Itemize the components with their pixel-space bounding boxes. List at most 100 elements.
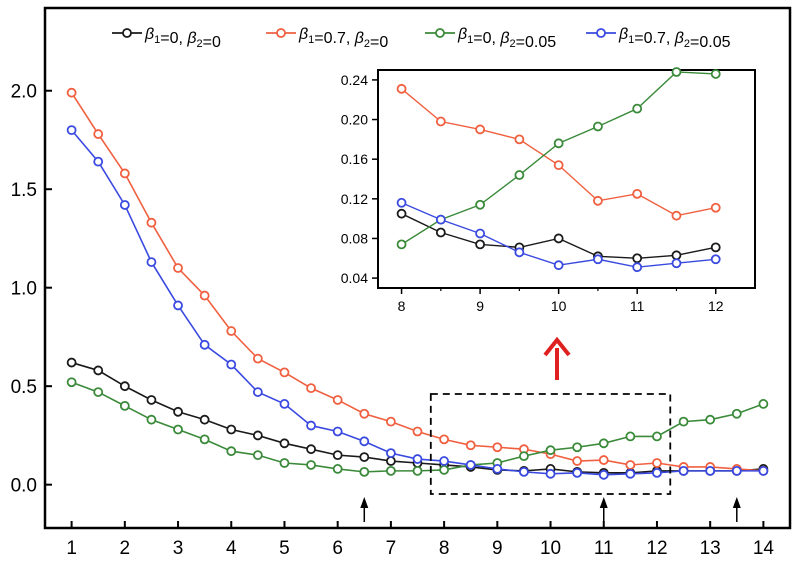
data-point (465, 460, 476, 470)
data-point (465, 440, 476, 451)
zoom-arrow-head (543, 336, 571, 357)
legend-label-part: 2 (364, 38, 370, 50)
data-point (492, 464, 503, 474)
data-point (385, 456, 396, 466)
data-point (119, 200, 130, 210)
data-point (226, 326, 237, 336)
legend: β1=0, β2=0 β1=0.7, β2=0 β1=0, β2=0.05 β1=0.… (112, 26, 731, 51)
data-point (173, 300, 183, 311)
inset-data-point (396, 197, 407, 208)
inset-data-point (632, 253, 643, 264)
inset-data-point (553, 260, 564, 271)
legend-label-part: β (354, 30, 364, 47)
data-point (758, 465, 769, 476)
inset-data-point (435, 214, 446, 225)
data-point (119, 168, 130, 179)
data-point (385, 416, 396, 427)
inset-data-point (710, 202, 721, 213)
zoom-arrow (543, 336, 571, 380)
data-point (359, 452, 370, 462)
data-point (119, 381, 130, 392)
data-point (279, 399, 290, 409)
inset-data-point (514, 247, 525, 258)
inset-x-tick-label: 8 (398, 298, 406, 314)
data-point (146, 395, 157, 405)
legend-item: β1=0, β2=0.05 (425, 26, 556, 51)
inset-y-tick-label: 0.16 (341, 151, 368, 167)
legend-label-part: 2 (684, 38, 690, 50)
legend-marker (122, 28, 132, 38)
inset-x-tick-label: 11 (630, 298, 645, 314)
x-tick-label: 7 (386, 538, 397, 559)
data-point (678, 416, 689, 427)
legend-label-part: 2 (510, 38, 516, 50)
marker-arrow-head (732, 497, 741, 508)
inset-data-point (671, 210, 682, 221)
inset-y-tick-label: 0.20 (341, 112, 368, 128)
inset-x-tick-label: 12 (708, 298, 724, 314)
legend-label: β1=0, β2=0.05 (457, 26, 556, 51)
data-point (359, 408, 370, 419)
inset-data-point (514, 134, 525, 145)
inset-series-0 (396, 208, 721, 264)
data-point (146, 257, 157, 267)
data-point (332, 450, 343, 461)
data-point (93, 365, 104, 376)
data-point (252, 387, 263, 397)
inset-data-point (475, 239, 486, 250)
data-point (385, 465, 396, 476)
inset-y-tick-label: 0.24 (341, 72, 368, 88)
inset-x-tick-label: 10 (551, 298, 567, 314)
data-point (705, 465, 716, 476)
x-tick-label: 14 (753, 538, 775, 559)
inset-data-point (593, 121, 603, 132)
y-tick-label: 0.0 (11, 476, 37, 497)
data-point (332, 426, 343, 437)
legend-label-part: =0.05 (690, 34, 731, 51)
data-point (412, 426, 423, 437)
data-point (226, 424, 237, 435)
inset-y-tick-label: 0.04 (341, 270, 368, 286)
inset-data-point (553, 138, 564, 149)
data-point (412, 465, 423, 476)
data-point (652, 458, 662, 468)
inset-data-point (632, 103, 643, 114)
data-point (332, 464, 343, 474)
legend-label-part: β (674, 30, 684, 47)
data-point (199, 434, 210, 445)
inset-frame (377, 69, 756, 289)
data-point (625, 468, 636, 479)
legend-label-part: 1 (154, 34, 160, 46)
legend-label-part: =0 (370, 34, 388, 51)
data-point (306, 444, 316, 455)
data-point (545, 468, 556, 479)
inset-data-point (710, 254, 721, 265)
data-point (199, 290, 210, 301)
data-point (146, 414, 157, 425)
legend-item: β1=0, β2=0 (112, 26, 221, 51)
legend-label-part: 1 (628, 34, 634, 46)
inset-data-point (435, 227, 446, 238)
legend-label-part: β (499, 30, 509, 47)
data-point (359, 436, 370, 447)
legend-label-part: =0 (203, 34, 221, 51)
legend-marker (596, 28, 606, 38)
data-point (439, 464, 450, 475)
data-point (279, 438, 290, 449)
data-point (572, 467, 583, 478)
data-point (93, 129, 104, 139)
x-tick-label: 9 (492, 538, 503, 559)
series-3 (66, 125, 769, 480)
legend-label-part: =0.05 (516, 34, 557, 51)
inset-series-2 (396, 67, 721, 250)
legend-label: β1=0, β2=0 (144, 26, 221, 51)
data-point (252, 430, 263, 441)
data-point (652, 467, 662, 478)
inset-data-point (435, 116, 446, 127)
data-point (252, 450, 263, 461)
inset-data-point (475, 124, 486, 135)
data-point (66, 377, 77, 388)
data-point (93, 387, 104, 397)
legend-label-part: β (144, 26, 154, 43)
inset-data-point (396, 239, 407, 250)
